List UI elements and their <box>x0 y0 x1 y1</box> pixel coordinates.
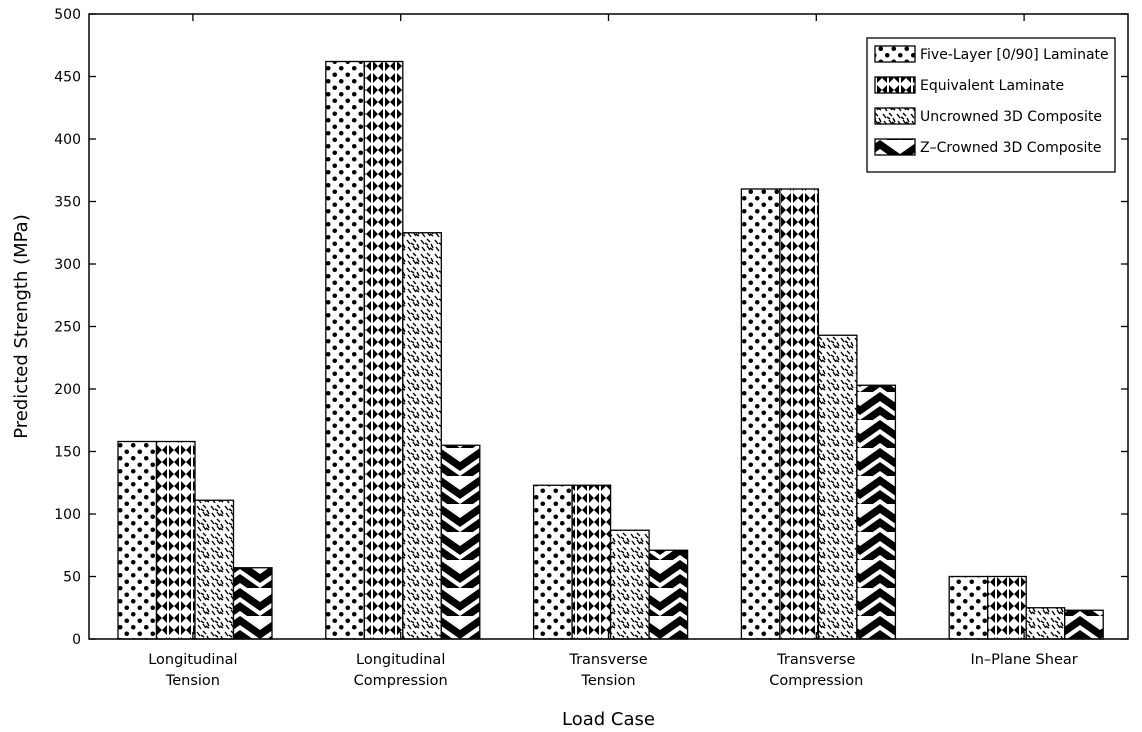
legend-swatch <box>874 45 916 63</box>
legend-label: Uncrowned 3D Composite <box>920 109 1102 125</box>
bar-0-3 <box>740 188 781 640</box>
y-tick-label: 500 <box>54 7 81 23</box>
category-label: Transverse Compression <box>769 652 863 689</box>
category-label-line: Transverse <box>568 652 647 668</box>
y-tick-label: 300 <box>54 257 81 273</box>
bar-3-0 <box>232 567 273 640</box>
category-label: Transverse Tension <box>568 652 647 689</box>
bar-0-0 <box>117 440 158 640</box>
bar-2-1 <box>402 232 442 640</box>
bar-1-2 <box>571 484 612 640</box>
legend-label: Z–Crowned 3D Composite <box>920 140 1102 156</box>
bar-0-2 <box>532 484 573 640</box>
bar-2-2 <box>609 529 650 640</box>
bar-2-0 <box>194 499 235 640</box>
legend-swatch <box>874 76 916 94</box>
bar-3-3 <box>856 384 897 640</box>
bar-2-4 <box>1025 607 1066 640</box>
y-tick-label: 100 <box>54 507 81 523</box>
bar-1-3 <box>779 188 820 640</box>
bar-3-2 <box>648 549 689 640</box>
bar-3-1 <box>440 444 481 640</box>
legend: Five-Layer [0/90] Laminate Equivalent Lam… <box>866 37 1116 173</box>
axes: 0 50 100 150 200 250 300 350 400 450 500 Longitudin… <box>54 7 1129 689</box>
bar-3-4 <box>1064 609 1104 640</box>
bar-0-4 <box>948 575 989 640</box>
bar-0-1 <box>325 60 365 640</box>
y-tick-label: 200 <box>54 382 81 398</box>
x-axis-title: Load Case <box>562 709 655 730</box>
category-label-line: Compression <box>769 673 863 689</box>
bar-1-0 <box>155 440 196 640</box>
legend-swatch <box>874 138 916 156</box>
category-label-line: Transverse <box>776 652 855 668</box>
category-label: Longitudinal Compression <box>354 652 448 689</box>
category-label-line: In–Plane Shear <box>970 652 1077 668</box>
y-tick-label: 150 <box>54 445 81 461</box>
legend-label: Five-Layer [0/90] Laminate <box>920 47 1109 63</box>
legend-swatch <box>874 107 916 125</box>
plot-bars <box>117 60 1104 640</box>
category-label-line: Compression <box>354 673 448 689</box>
y-tick-label: 0 <box>72 632 81 648</box>
y-axis-title: Predicted Strength (MPa) <box>11 214 32 438</box>
category-label: In–Plane Shear <box>970 652 1077 668</box>
y-tick-label: 350 <box>54 195 81 211</box>
y-tick-label: 250 <box>54 320 81 336</box>
y-tick-label: 450 <box>54 70 81 86</box>
category-label-line: Longitudinal <box>356 652 445 668</box>
legend-label: Equivalent Laminate <box>920 78 1064 94</box>
bar-1-4 <box>987 575 1027 640</box>
category-label: Longitudinal Tension <box>148 652 237 689</box>
category-label-line: Tension <box>580 673 635 689</box>
category-label-line: Longitudinal <box>148 652 237 668</box>
y-tick-label: 400 <box>54 132 81 148</box>
bar-2-3 <box>817 334 858 640</box>
bar-1-1 <box>363 60 404 640</box>
y-tick-label: 50 <box>63 570 81 586</box>
category-label-line: Tension <box>165 673 220 689</box>
